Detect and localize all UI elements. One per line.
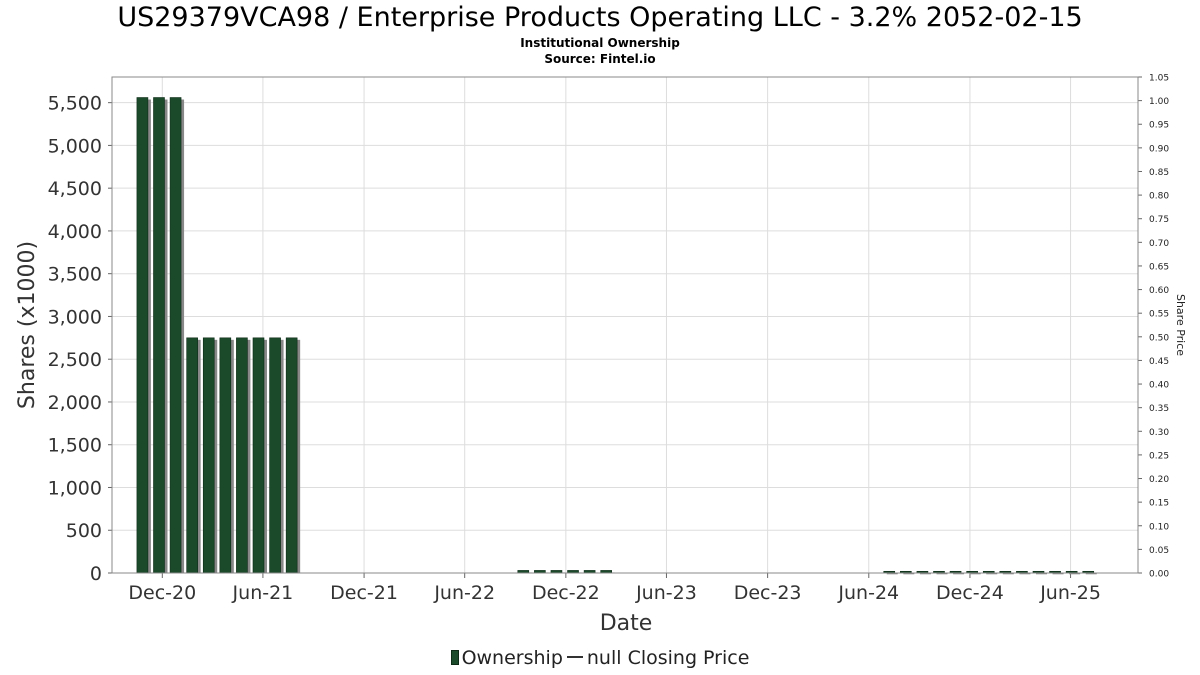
x-tick-label: Jun-24	[837, 582, 899, 604]
y2-tick-label: 0.65	[1149, 262, 1169, 272]
y2-tick-label: 0.55	[1149, 310, 1169, 320]
y2-tick-label: 0.30	[1149, 428, 1169, 438]
ownership-bar-shadow	[886, 573, 898, 575]
x-tick-label: Dec-20	[128, 582, 196, 604]
y2-tick-label: 0.25	[1149, 451, 1169, 461]
y2-tick-label: 0.35	[1149, 404, 1169, 414]
y2-tick-label: 0.95	[1149, 121, 1169, 131]
y2-tick-label: 0.70	[1149, 239, 1169, 249]
y-tick-label: 4,500	[48, 178, 102, 200]
x-tick-label: Jun-21	[232, 582, 294, 604]
y2-tick-label: 1.00	[1149, 97, 1169, 107]
ownership-bar-shadow	[919, 573, 931, 575]
y-tick-label: 2,500	[48, 349, 102, 371]
y-tick-label: 3,000	[48, 306, 102, 328]
y2-tick-label: 0.45	[1149, 357, 1169, 367]
ownership-bar-shadow	[936, 573, 948, 575]
y-tick-label: 4,000	[48, 221, 102, 243]
y-tick-label: 2,000	[48, 392, 102, 414]
y-tick-label: 0	[90, 563, 102, 585]
ownership-bar	[202, 337, 215, 574]
ownership-bar	[186, 337, 198, 574]
x-tick-label: Dec-24	[936, 582, 1004, 604]
ownership-legend-swatch	[450, 650, 459, 665]
y-tick-label: 5,000	[48, 135, 102, 157]
ownership-bar-shadow	[1085, 573, 1097, 575]
ownership-bar	[252, 337, 265, 574]
ownership-bar-shadow	[1052, 573, 1064, 575]
ownership-bar	[236, 337, 248, 574]
x-tick-label: Dec-23	[734, 582, 802, 604]
ownership-bar-shadow	[1002, 573, 1014, 575]
ownership-bar	[169, 97, 182, 574]
y2-tick-label: 0.15	[1149, 499, 1169, 509]
ownership-bar	[153, 97, 165, 574]
price-legend-label: null Closing Price	[586, 647, 750, 669]
y-tick-label: 1,500	[48, 435, 102, 457]
ownership-bar-shadow	[1035, 573, 1047, 575]
y2-tick-label: 1.05	[1149, 74, 1169, 84]
ownership-legend-label: Ownership	[461, 647, 563, 669]
x-tick-label: Jun-23	[635, 582, 697, 604]
y2-tick-label: 0.75	[1149, 215, 1169, 225]
ownership-bar	[285, 337, 298, 574]
y-tick-label: 5,500	[48, 93, 102, 115]
y2-tick-label: 0.60	[1149, 286, 1169, 296]
y2-tick-label: 0.85	[1149, 168, 1169, 178]
y2-tick-label: 0.05	[1149, 546, 1169, 556]
ownership-bar-shadow	[953, 573, 965, 575]
price-legend-line	[566, 656, 583, 658]
y2-tick-label: 0.50	[1149, 333, 1169, 343]
y-axis-title: Shares (x1000)	[15, 241, 40, 409]
chart-source: Source: Fintel.io	[544, 52, 656, 66]
chart-legend: Ownership null Closing Price	[0, 646, 1200, 670]
x-tick-label: Jun-22	[433, 582, 495, 604]
ownership-bar	[219, 337, 232, 574]
y-tick-label: 3,500	[48, 264, 102, 286]
ownership-bar-shadow	[986, 573, 998, 575]
plot-border	[111, 76, 1139, 574]
chart-title: US29379VCA98 / Enterprise Products Opera…	[117, 2, 1083, 33]
x-axis-title: Date	[600, 611, 653, 636]
y2-tick-label: 0.90	[1149, 144, 1169, 154]
y2-tick-label: 0.80	[1149, 192, 1169, 202]
y2-axis-title: Share Price	[1174, 294, 1187, 356]
y2-tick-label: 0.20	[1149, 475, 1169, 485]
x-tick-label: Jun-25	[1039, 582, 1101, 604]
ownership-bar-shadow	[1069, 573, 1081, 575]
y-tick-label: 500	[66, 520, 102, 542]
x-tick-label: Dec-22	[532, 582, 600, 604]
y2-tick-label: 0.40	[1149, 381, 1169, 391]
ownership-bar	[136, 97, 149, 574]
ownership-bar-shadow	[969, 573, 981, 575]
chart-subtitle: Institutional Ownership	[520, 36, 680, 50]
y-tick-label: 1,000	[48, 477, 102, 499]
x-tick-label: Dec-21	[330, 582, 398, 604]
ownership-bar-shadow	[903, 573, 915, 575]
y2-tick-label: 0.00	[1149, 570, 1169, 580]
ownership-bar-shadow	[1019, 573, 1031, 575]
y2-tick-label: 0.10	[1149, 522, 1169, 532]
ownership-bar	[269, 337, 281, 574]
